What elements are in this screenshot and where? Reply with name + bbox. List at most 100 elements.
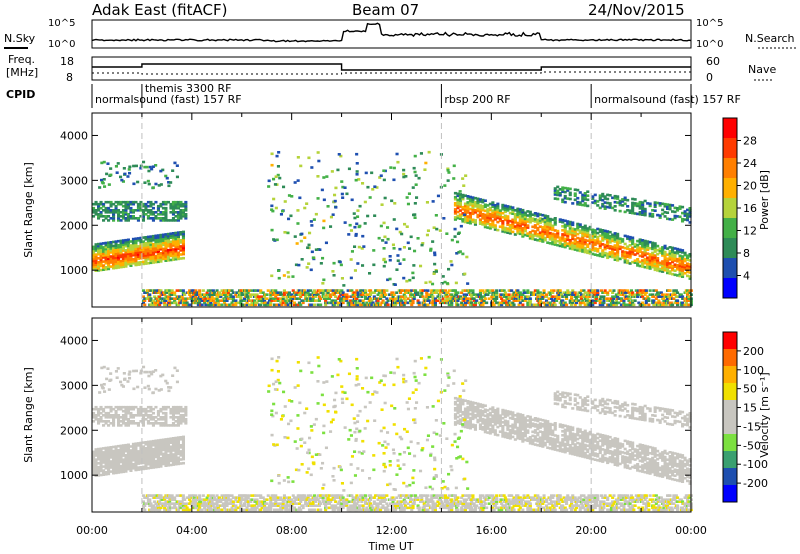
power-cell [400, 232, 404, 236]
power-cell [651, 245, 655, 249]
power-cell [591, 201, 595, 204]
velocity-cell [161, 416, 165, 419]
power-cell [563, 233, 567, 237]
power-cell [171, 254, 175, 257]
velocity-cell [473, 426, 477, 429]
power-cell [651, 243, 655, 247]
power-cell [601, 192, 605, 196]
power-cell [431, 240, 435, 243]
power-cell [638, 291, 642, 294]
power-cell [441, 297, 445, 300]
power-cell [486, 214, 490, 217]
power-cell [646, 202, 650, 205]
power-cell [500, 297, 504, 300]
power-cell [492, 303, 496, 307]
power-cell [602, 301, 606, 305]
velocity-cell [119, 464, 123, 468]
power-cell [668, 264, 672, 267]
power-cell [566, 189, 570, 192]
power-cell [496, 228, 500, 232]
power-cell [279, 297, 283, 300]
power-cell [274, 206, 278, 210]
velocity-cell [121, 464, 125, 467]
power-cell [253, 299, 257, 302]
power-cell [144, 252, 148, 255]
power-cell [647, 299, 651, 302]
power-cell [460, 291, 464, 294]
velocity-cell [117, 407, 121, 411]
velocity-cell [94, 464, 98, 467]
power-cell [688, 255, 692, 258]
velocity-cell [97, 414, 101, 417]
power-cell [583, 234, 587, 238]
power-cell [553, 229, 557, 232]
velocity-cell [119, 454, 123, 458]
power-cell [121, 261, 125, 264]
power-cell [573, 188, 577, 191]
power-cell [566, 224, 570, 227]
power-cell [581, 240, 585, 243]
power-cell [493, 204, 497, 207]
power-cell [623, 258, 627, 262]
power-cell [598, 234, 602, 237]
power-cell [688, 259, 692, 262]
velocity-cell [94, 414, 98, 417]
power-cell [566, 238, 570, 241]
power-cell [402, 172, 406, 176]
power-cell [508, 227, 512, 231]
velocity-cell [516, 434, 520, 438]
velocity-cell [92, 470, 96, 474]
power-cell [636, 202, 640, 206]
power-cell [616, 201, 620, 204]
power-cell [176, 253, 180, 257]
power-cell [593, 291, 597, 294]
power-cell [581, 234, 585, 237]
power-cell [506, 229, 510, 232]
power-cell [666, 257, 670, 261]
power-cell [246, 297, 250, 300]
power-cell [324, 303, 328, 307]
power-cell [289, 214, 293, 218]
power-cell [121, 253, 125, 256]
velocity-cell [176, 452, 180, 456]
power-cell [151, 213, 155, 216]
power-cell [174, 297, 178, 300]
power-cell [521, 216, 525, 220]
velocity-cell [174, 444, 178, 448]
power-cell [265, 297, 269, 300]
power-cell [109, 167, 113, 170]
power-cell [151, 261, 155, 264]
power-cell [126, 240, 130, 244]
velocity-cell [503, 415, 507, 419]
power-cell [360, 295, 364, 298]
velocity-cell [473, 414, 477, 417]
power-cell [299, 164, 303, 168]
power-cell [606, 205, 610, 209]
power-cell [402, 303, 406, 307]
power-cell [681, 251, 685, 254]
velocity-cell [92, 472, 96, 476]
power-cell [576, 236, 580, 240]
velocity-cell [181, 449, 185, 453]
velocity-cell [99, 420, 103, 423]
power-cell [573, 232, 577, 235]
power-cell [628, 211, 632, 214]
power-cell [139, 166, 143, 170]
velocity-cell [99, 465, 103, 469]
power-cell [144, 250, 148, 253]
power-cell [596, 231, 600, 235]
velocity-cell [131, 446, 135, 450]
power-cell [392, 218, 396, 221]
power-cell [591, 303, 595, 307]
power-cell [112, 209, 116, 212]
power-cell [671, 204, 675, 207]
velocity-cell [149, 458, 153, 462]
power-cell [578, 201, 582, 204]
power-cell [573, 194, 577, 197]
power-cell [431, 299, 435, 302]
power-cell [270, 274, 274, 278]
power-cell [381, 239, 385, 242]
power-cell [114, 246, 118, 249]
power-cell [481, 206, 485, 210]
velocity-cell [171, 461, 175, 464]
